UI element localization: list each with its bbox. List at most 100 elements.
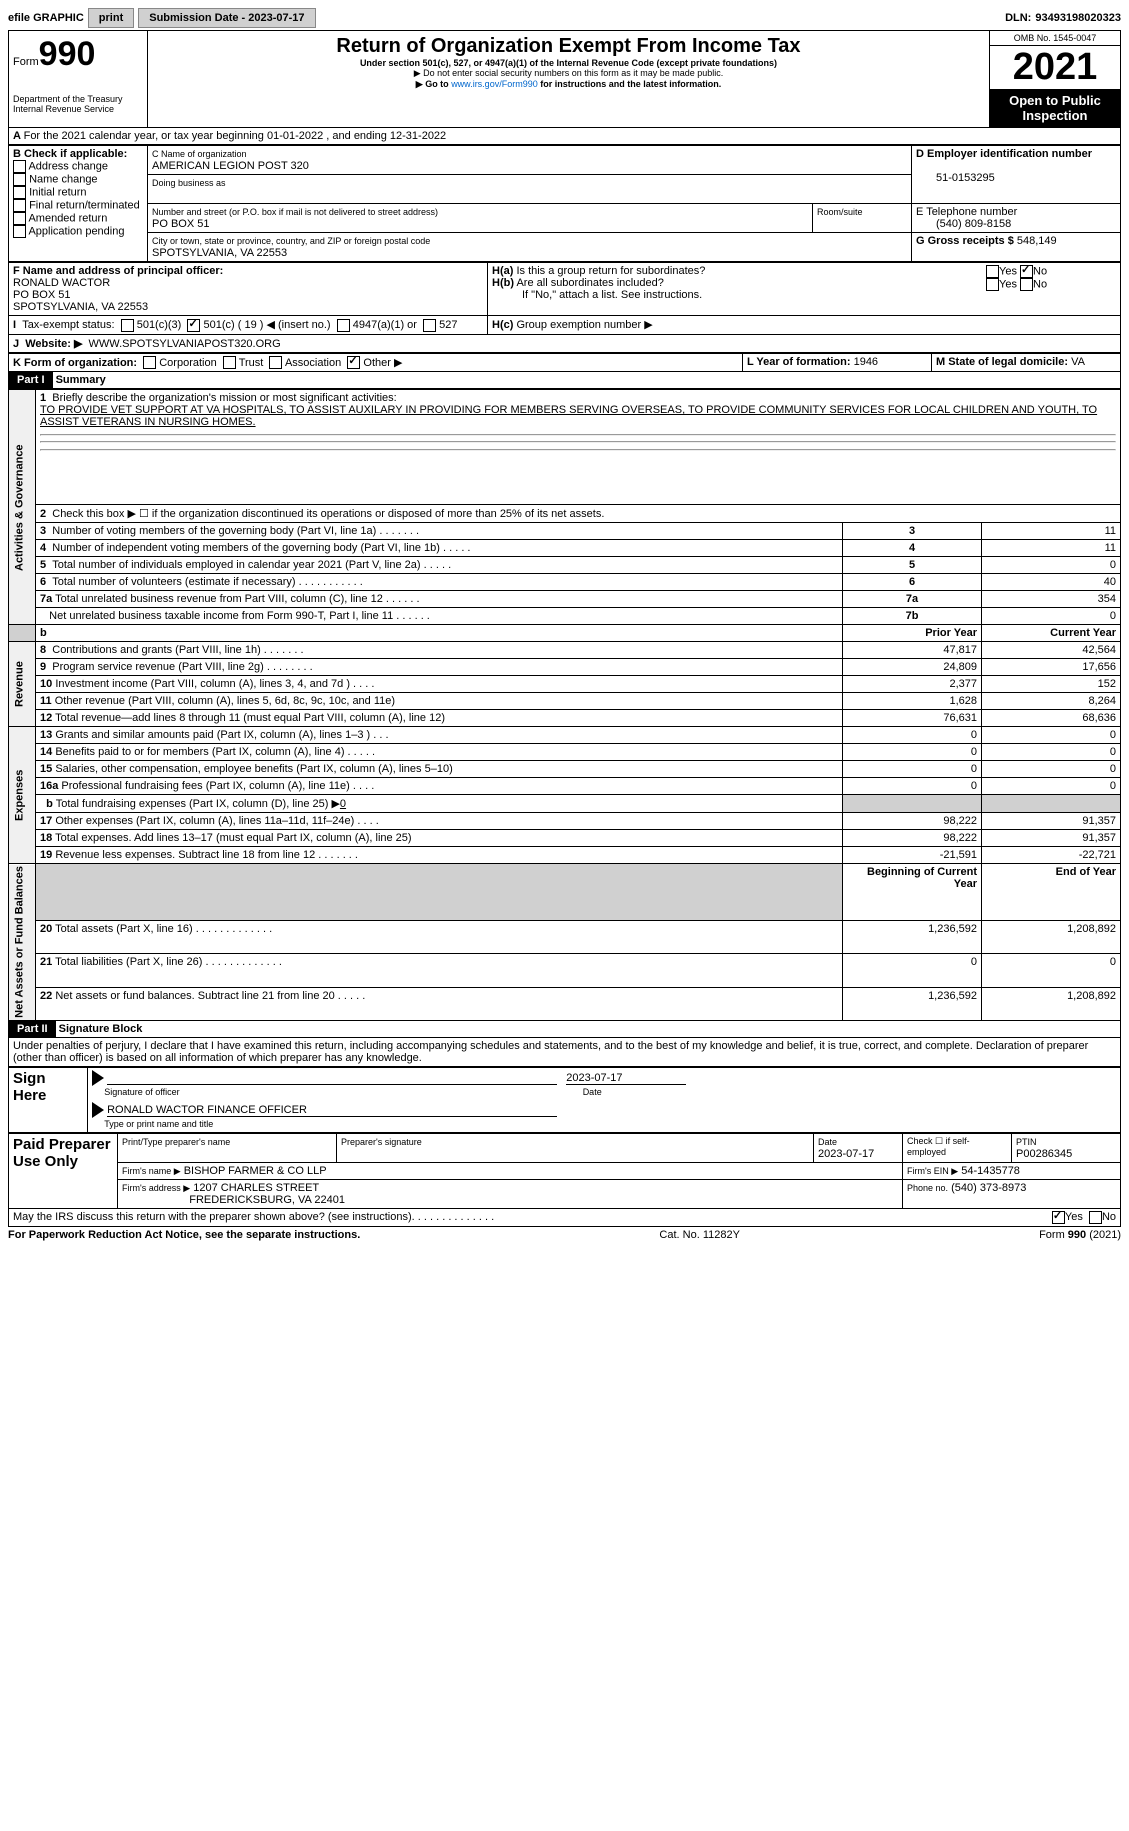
- k-row: K Form of organization: Corporation Trus…: [8, 353, 1121, 373]
- sigoff-label: Signature of officer: [104, 1087, 179, 1097]
- cb-ha-no[interactable]: [1020, 265, 1033, 278]
- cb-initial[interactable]: [13, 186, 26, 199]
- cb-527[interactable]: [423, 319, 436, 332]
- sig-arrow-icon: [92, 1070, 104, 1086]
- cb-hb-yes[interactable]: [986, 278, 999, 291]
- k-label: K Form of organization:: [13, 357, 137, 369]
- treasury-dept: Department of the Treasury: [13, 94, 143, 104]
- topbar: efile GRAPHIC print Submission Date - 20…: [8, 8, 1121, 28]
- form-header: Form990 Department of the Treasury Inter…: [8, 30, 1121, 128]
- cb-final[interactable]: [13, 199, 26, 212]
- paid-preparer-label: Paid Preparer Use Only: [13, 1136, 111, 1170]
- dln-label: DLN:: [1005, 12, 1031, 24]
- cb-hb-no[interactable]: [1020, 278, 1033, 291]
- irs-label: Internal Revenue Service: [13, 104, 143, 114]
- part2-header: Part II: [9, 1021, 56, 1037]
- signature-block: Sign Here 2023-07-17 Signature of office…: [8, 1067, 1121, 1133]
- sign-here: Sign Here: [13, 1070, 46, 1104]
- l1-text: Briefly describe the organization's miss…: [52, 392, 396, 404]
- cb-pending[interactable]: [13, 225, 26, 238]
- cb-assoc[interactable]: [269, 356, 282, 369]
- l2-text: Check this box ▶ ☐ if the organization d…: [52, 508, 604, 520]
- officer-name: RONALD WACTOR: [13, 277, 110, 289]
- print-button[interactable]: print: [88, 8, 134, 28]
- website-value: WWW.SPOTSYLVANIAPOST320.ORG: [89, 338, 281, 350]
- officer-block: F Name and address of principal officer:…: [8, 262, 1121, 353]
- discuss-text: May the IRS discuss this return with the…: [13, 1211, 412, 1224]
- l16b-text: Total fundraising expenses (Part IX, col…: [56, 798, 340, 810]
- d-label: D Employer identification number: [916, 148, 1092, 160]
- ha-text: Is this a group return for subordinates?: [516, 265, 705, 277]
- b-header: B Check if applicable:: [13, 148, 127, 160]
- l-label: L Year of formation:: [747, 356, 851, 368]
- cb-4947[interactable]: [337, 319, 350, 332]
- city-label: City or town, state or province, country…: [152, 236, 430, 246]
- subtitle-1: Under section 501(c), 527, or 4947(a)(1)…: [360, 58, 777, 68]
- date-label: Date: [583, 1087, 602, 1097]
- addr-value: PO BOX 51: [152, 218, 209, 230]
- part1-header: Part I: [9, 372, 53, 388]
- ein-value: 51-0153295: [916, 172, 995, 184]
- cb-501c[interactable]: [187, 319, 200, 332]
- perjury-declaration: Under penalties of perjury, I declare th…: [8, 1038, 1121, 1067]
- cb-501c3[interactable]: [121, 319, 134, 332]
- omb-number: OMB No. 1545-0047: [990, 31, 1120, 46]
- cb-ha-yes[interactable]: [986, 265, 999, 278]
- goto-pre: ▶ Go to: [416, 79, 451, 89]
- side-netassets: Net Assets or Fund Balances: [9, 864, 36, 1021]
- side-revenue: Revenue: [9, 642, 36, 727]
- line-a: For the 2021 calendar year, or tax year …: [24, 130, 447, 142]
- cb-corp[interactable]: [143, 356, 156, 369]
- cb-other[interactable]: [347, 356, 360, 369]
- mission-text: TO PROVIDE VET SUPPORT AT VA HOSPITALS, …: [40, 404, 1097, 428]
- open-inspection: Open to Public Inspection: [990, 89, 1120, 127]
- cb-trust[interactable]: [223, 356, 236, 369]
- g-label: G Gross receipts $: [916, 235, 1014, 247]
- addr-label: Number and street (or P.O. box if mail i…: [152, 207, 438, 217]
- irs-link[interactable]: www.irs.gov/Form990: [451, 79, 538, 89]
- form-word: Form: [13, 56, 39, 68]
- f-label: F Name and address of principal officer:: [13, 265, 223, 277]
- form-990: 990: [39, 35, 96, 73]
- state-domicile: VA: [1071, 356, 1085, 368]
- form-footer: Form 990 (2021): [1039, 1229, 1121, 1241]
- dln-value: 93493198020323: [1035, 12, 1121, 24]
- officer-sig-name: RONALD WACTOR FINANCE OFFICER: [107, 1104, 557, 1117]
- m-label: M State of legal domicile:: [936, 356, 1068, 368]
- side-expenses: Expenses: [9, 727, 36, 864]
- dba-label: Doing business as: [152, 178, 226, 188]
- form-title: Return of Organization Exempt From Incom…: [152, 35, 985, 58]
- cb-amended[interactable]: [13, 212, 26, 225]
- i-label: Tax-exempt status:: [22, 319, 114, 331]
- c-label: C Name of organization: [152, 149, 247, 159]
- cb-discuss-no[interactable]: [1089, 1211, 1102, 1224]
- cb-discuss-yes[interactable]: [1052, 1211, 1065, 1224]
- city-value: SPOTSYLVANIA, VA 22553: [152, 247, 287, 259]
- tax-year: 2021: [990, 46, 1120, 89]
- officer-addr1: PO BOX 51: [13, 289, 70, 301]
- officer-addr2: SPOTSYLVANIA, VA 22553: [13, 301, 148, 313]
- h-note: If "No," attach a list. See instructions…: [492, 289, 702, 301]
- part2-title: Signature Block: [59, 1023, 143, 1035]
- year-formation: 1946: [854, 356, 878, 368]
- part1-title: Summary: [56, 374, 106, 386]
- sig-arrow-icon-2: [92, 1102, 104, 1118]
- efile-label: efile GRAPHIC: [8, 12, 84, 24]
- hc-text: Group exemption number ▶: [516, 319, 652, 331]
- part1-body: Activities & Governance 1 Briefly descri…: [8, 389, 1121, 1021]
- submission-date-button[interactable]: Submission Date - 2023-07-17: [138, 8, 315, 28]
- hb-text: Are all subordinates included?: [516, 277, 663, 289]
- e-label: E Telephone number: [916, 206, 1017, 218]
- side-activities: Activities & Governance: [9, 390, 36, 625]
- sig-date: 2023-07-17: [566, 1072, 686, 1085]
- gross-receipts: 548,149: [1017, 235, 1057, 247]
- cb-address[interactable]: [13, 160, 26, 173]
- goto-post: for instructions and the latest informat…: [538, 79, 722, 89]
- j-label: Website: ▶: [25, 338, 82, 350]
- paid-preparer: Paid Preparer Use Only Print/Type prepar…: [8, 1133, 1121, 1209]
- org-name: AMERICAN LEGION POST 320: [152, 160, 309, 172]
- phone-value: (540) 809-8158: [916, 218, 1011, 230]
- pra-notice: For Paperwork Reduction Act Notice, see …: [8, 1229, 360, 1241]
- type-name-label: Type or print name and title: [104, 1119, 213, 1129]
- cb-name[interactable]: [13, 173, 26, 186]
